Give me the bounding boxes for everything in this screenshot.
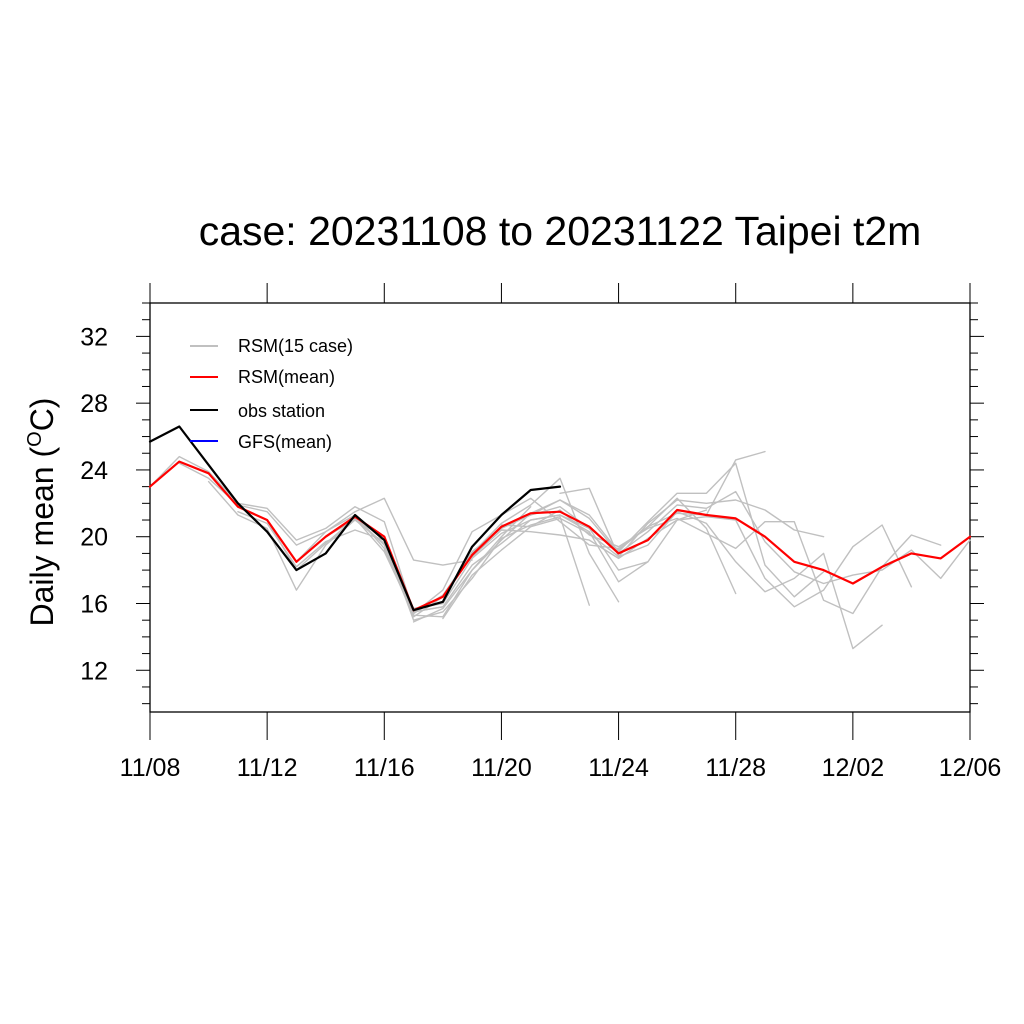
ensemble-member-line xyxy=(500,509,942,615)
legend: RSM(15 case) RSM(mean) obs station GFS(m… xyxy=(190,336,353,452)
x-tick-label: 12/02 xyxy=(822,754,885,782)
plot-frame xyxy=(149,302,971,713)
y-axis-label-text: Daily mean xyxy=(24,466,60,626)
x-tick-label: 11/24 xyxy=(588,754,649,782)
y-axis-label: Daily mean (OC) xyxy=(24,398,60,627)
ensemble-member-line xyxy=(149,455,444,613)
y-tick-label: 12 xyxy=(80,657,108,685)
ensemble-members xyxy=(149,450,971,650)
obs-station-line xyxy=(148,425,562,612)
x-tick-label: 11/16 xyxy=(354,754,415,782)
y-tick-label: 24 xyxy=(80,457,108,485)
ensemble-member-line xyxy=(237,511,590,621)
y-axis: 12 16 20 24 28 32 xyxy=(80,302,984,705)
y-tick-label: 20 xyxy=(80,524,108,552)
x-tick-label: 11/12 xyxy=(237,754,298,782)
y-tick-label: 16 xyxy=(80,590,108,618)
ensemble-member-line xyxy=(471,516,913,608)
y-tick-label: 28 xyxy=(80,390,108,418)
chart-title: case: 20231108 to 20231122 Taipei t2m xyxy=(199,208,922,254)
x-tick-label: 11/28 xyxy=(705,754,766,782)
y-axis-unit: C xyxy=(24,408,60,431)
x-tick-label: 11/08 xyxy=(120,754,181,782)
legend-label-gfs-mean: GFS(mean) xyxy=(238,432,332,452)
legend-label-rsm-mean: RSM(mean) xyxy=(238,367,335,387)
x-axis: 11/08 11/12 11/16 11/20 11/24 11/28 12/02 12/06 xyxy=(120,283,1002,782)
y-tick-label: 32 xyxy=(80,323,108,351)
series-lines xyxy=(148,425,972,612)
legend-label-obs-station: obs station xyxy=(238,401,325,421)
x-tick-label: 11/20 xyxy=(471,754,532,782)
x-tick-label: 12/06 xyxy=(939,754,1002,782)
y-axis-unit-sup: O xyxy=(24,431,46,447)
ensemble-member-line xyxy=(559,487,825,558)
legend-label-rsm-cases: RSM(15 case) xyxy=(238,336,353,356)
rsm-mean-line xyxy=(148,460,972,612)
ensemble-member-line xyxy=(178,462,473,566)
